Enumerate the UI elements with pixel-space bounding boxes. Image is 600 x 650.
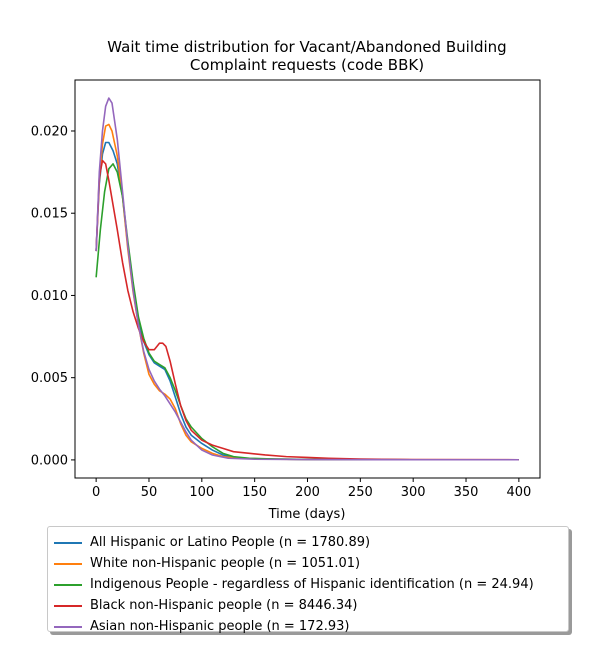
x-tick-label-2: 100: [189, 485, 214, 500]
series-line-3: [95, 159, 519, 461]
y-tick-label-1: 0.005: [31, 371, 68, 386]
legend-swatch-0: [54, 541, 82, 544]
legend-swatch-1: [54, 562, 82, 565]
legend-label-2: Indigenous People - regardless of Hispan…: [90, 577, 534, 592]
legend-label-1: White non-Hispanic people (n = 1051.01): [90, 556, 361, 571]
legend-swatch-4: [54, 625, 82, 628]
x-axis-label: Time (days): [268, 507, 346, 522]
chart: Wait time distribution for Vacant/Abando…: [31, 38, 541, 522]
legend-label-3: Black non-Hispanic people (n = 8446.34): [90, 598, 358, 613]
legend-swatch-3: [54, 604, 82, 607]
legend-item-3: Black non-Hispanic people (n = 8446.34): [48, 595, 568, 616]
series-line-4: [95, 97, 519, 461]
y-axis: 0.000 0.005 0.010 0.015 0.020: [31, 124, 75, 468]
series-line-0: [95, 141, 519, 461]
legend-item-1: White non-Hispanic people (n = 1051.01): [48, 553, 568, 574]
y-tick-label-0: 0.000: [31, 453, 68, 468]
x-tick-label-3: 150: [242, 485, 267, 500]
legend-item-0: All Hispanic or Latino People (n = 1780.…: [48, 532, 568, 553]
chart-title-line1: Wait time distribution for Vacant/Abando…: [107, 38, 506, 56]
y-tick-label-4: 0.020: [31, 124, 68, 139]
legend-swatch-2: [54, 583, 82, 586]
legend-item-2: Indigenous People - regardless of Hispan…: [48, 574, 568, 595]
legend-label-0: All Hispanic or Latino People (n = 1780.…: [90, 535, 371, 550]
chart-title-line2: Complaint requests (code BBK): [190, 56, 424, 74]
series-line-2: [95, 163, 519, 461]
legend-label-4: Asian non-Hispanic people (n = 172.93): [90, 619, 350, 634]
x-tick-label-4: 200: [295, 485, 320, 500]
x-axis: 0 50 100 150 200 250 300 350 400: [92, 478, 531, 500]
y-tick-label-2: 0.010: [31, 289, 68, 304]
y-tick-label-3: 0.015: [31, 207, 68, 222]
plot-frame: [74, 79, 541, 479]
x-tick-label-6: 300: [401, 485, 426, 500]
legend-item-4: Asian non-Hispanic people (n = 172.93): [48, 616, 568, 637]
x-tick-label-0: 0: [92, 485, 100, 500]
series-line-1: [95, 123, 519, 461]
x-tick-label-7: 350: [454, 485, 479, 500]
legend: All Hispanic or Latino People (n = 1780.…: [47, 526, 569, 634]
x-tick-label-5: 250: [348, 485, 373, 500]
x-tick-label-8: 400: [506, 485, 531, 500]
x-tick-label-1: 50: [141, 485, 158, 500]
plot-lines: [95, 97, 519, 461]
